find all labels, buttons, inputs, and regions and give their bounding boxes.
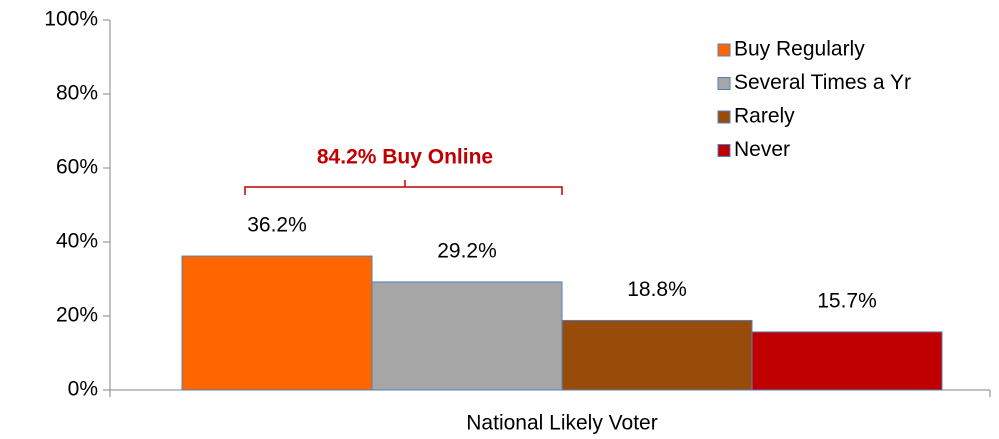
legend-swatch — [717, 77, 731, 90]
y-tick-label: 100% — [44, 8, 98, 31]
legend-swatch — [717, 144, 731, 157]
legend-swatch — [717, 110, 731, 124]
legend-swatch — [717, 43, 731, 57]
value-label: 36.2% — [247, 214, 307, 237]
annotation: 84.2% Buy Online — [317, 146, 493, 169]
bar — [371, 281, 563, 391]
y-tick-label: 40% — [56, 230, 98, 253]
y-tick-label: 20% — [56, 304, 98, 327]
bar — [561, 319, 753, 391]
legend-label: Buy Regularly — [734, 38, 865, 61]
bar — [751, 331, 943, 391]
bar — [181, 255, 373, 391]
x-tick-label: National Likely Voter — [466, 412, 657, 435]
value-label: 29.2% — [437, 240, 497, 263]
value-label: 18.8% — [627, 278, 687, 301]
legend-label: Several Times a Yr — [734, 71, 911, 94]
y-tick-label: 60% — [56, 156, 98, 179]
y-tick-label: 80% — [56, 82, 98, 105]
legend-label: Rarely — [734, 105, 795, 128]
value-label: 15.7% — [817, 289, 877, 312]
legend-label: Never — [734, 138, 790, 161]
bracket — [244, 180, 563, 195]
y-tick-label: 0% — [68, 378, 98, 401]
